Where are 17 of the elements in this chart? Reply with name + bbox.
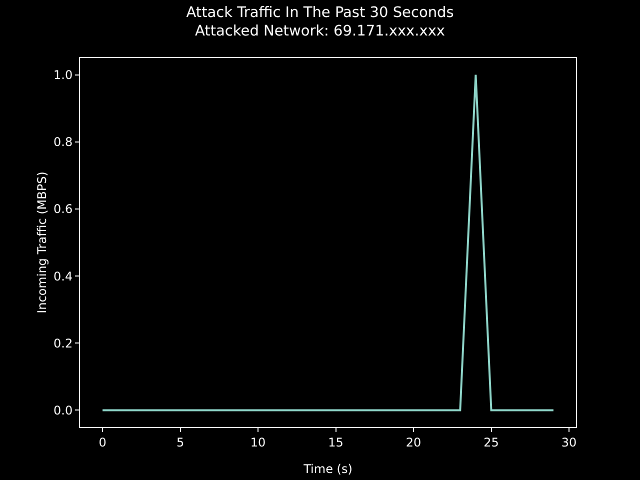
y-tick-label: 0.6: [54, 202, 73, 216]
chart-subtitle: Attacked Network: 69.171.xxx.xxx: [195, 24, 446, 40]
chart-title: Attack Traffic In The Past 30 Seconds: [186, 4, 454, 21]
x-tick-label: 5: [176, 435, 184, 450]
y-tick-label: 0.2: [54, 336, 73, 350]
y-tick-label: 0.8: [54, 135, 73, 150]
x-tick-label: 25: [484, 435, 499, 450]
x-tick-label: 30: [561, 435, 577, 450]
x-tick-label: 20: [406, 435, 422, 450]
y-axis-title: Incoming Traffic (MBPS): [35, 172, 49, 314]
x-tick-label: 15: [328, 435, 344, 450]
x-axis-title: Time (s): [302, 462, 352, 476]
y-tick-label: 0.0: [54, 403, 73, 418]
x-tick-label: 0: [98, 435, 106, 450]
y-tick-label: 1.0: [54, 68, 73, 82]
x-tick-label: 10: [250, 435, 266, 450]
y-tick-label: 0.4: [54, 269, 73, 284]
